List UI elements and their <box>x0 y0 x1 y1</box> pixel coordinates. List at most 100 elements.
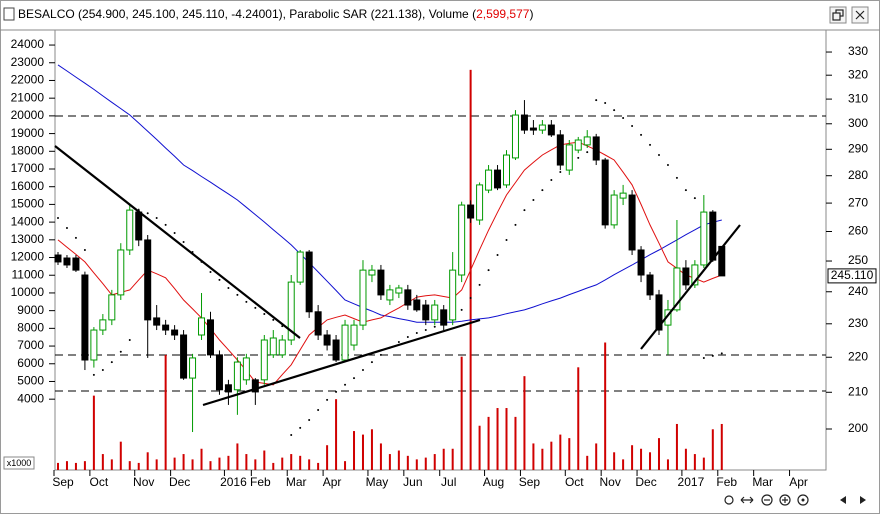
sar-dot <box>272 318 275 321</box>
title-end: ) <box>529 7 533 21</box>
candle-body <box>655 294 663 331</box>
volume-bar <box>613 452 616 470</box>
zoom-reset-glyph[interactable] <box>801 498 805 502</box>
sar-dot <box>415 332 418 335</box>
candle-body <box>341 324 349 361</box>
candle-body <box>610 194 618 226</box>
candle-body <box>377 269 385 296</box>
sar-dot <box>317 409 320 412</box>
toolbar[interactable] <box>724 494 866 506</box>
x-tick-label: Oct <box>565 475 584 489</box>
sar-dot <box>666 164 669 167</box>
scroll-left[interactable] <box>840 496 846 504</box>
reference-lines <box>55 115 826 392</box>
y-tick-label: 200 <box>848 421 868 435</box>
candle-body <box>458 204 466 276</box>
volume-bar <box>559 434 562 470</box>
zoom-out-icon[interactable] <box>761 494 773 506</box>
volume-bar <box>622 459 625 470</box>
sar-dot <box>173 231 176 234</box>
volume-bar <box>137 462 140 470</box>
candle-body <box>431 304 439 321</box>
candle-body <box>260 339 268 381</box>
restore-button[interactable] <box>829 6 847 24</box>
x-tick-label: Nov <box>133 475 154 489</box>
sar-dot <box>711 354 714 357</box>
volume-bar <box>379 443 382 470</box>
pan-icon[interactable] <box>740 496 754 504</box>
sar-dot <box>550 179 553 182</box>
scroll-right[interactable] <box>860 496 866 504</box>
x-tick-label: Oct <box>90 475 109 489</box>
volume-bar <box>666 459 669 470</box>
volume-bar <box>640 448 643 470</box>
volume-bar <box>415 459 418 470</box>
zoom-in-icon[interactable] <box>779 494 791 506</box>
y2-tick-label: 16000 <box>11 179 45 193</box>
data-layer <box>54 64 726 470</box>
x-tick-label: Apr <box>323 475 342 489</box>
candle-body <box>269 337 277 356</box>
candle-body <box>529 127 537 131</box>
volume-bar <box>684 448 687 470</box>
y2-tick-label: 9000 <box>17 303 44 317</box>
x-tick-label: Jul <box>441 475 456 489</box>
sar-dot <box>702 356 705 359</box>
y2-tick-label: 4000 <box>17 391 44 405</box>
candle-body <box>628 194 636 251</box>
sar-dot <box>559 170 562 173</box>
y2-tick-label: 19000 <box>11 126 45 140</box>
volume-bar <box>711 429 714 470</box>
volume-bar <box>397 450 400 470</box>
sar-dot <box>469 297 472 300</box>
volume-bar <box>514 416 517 470</box>
volume-bar <box>92 395 95 470</box>
candle-body <box>63 257 71 266</box>
x-tick-label: Mar <box>286 475 307 489</box>
volume-bar <box>505 408 508 470</box>
restore-glyph[interactable] <box>832 12 841 21</box>
volume-bar <box>451 448 454 470</box>
trend-line <box>54 145 301 339</box>
candle-body <box>350 324 358 346</box>
candle-body <box>467 204 475 219</box>
zoom-reset-icon[interactable] <box>797 494 809 506</box>
sar-dot <box>595 99 598 102</box>
volume-bar <box>191 459 194 470</box>
sar-dot <box>657 154 660 157</box>
sar-dot <box>631 125 634 128</box>
volume-bar <box>406 455 409 470</box>
trend-line <box>640 224 741 350</box>
volume-bar <box>532 443 535 470</box>
sar-dot <box>523 209 526 212</box>
candle-body <box>206 319 214 356</box>
x-tick-label: Nov <box>599 475 620 489</box>
sar-dot <box>57 217 59 220</box>
y-tick-label: 330 <box>848 44 868 58</box>
candle-body <box>242 357 250 381</box>
x-tick-label: Dec <box>635 475 656 489</box>
y2-tick-label: 8000 <box>17 321 44 335</box>
volume-bar <box>353 431 356 470</box>
candle-body <box>386 289 394 301</box>
close-glyph[interactable] <box>855 10 865 20</box>
volume-bar <box>586 455 589 470</box>
y-tick-label: 210 <box>848 384 868 398</box>
settings-icon[interactable] <box>724 495 734 505</box>
zoom-in-glyph[interactable] <box>782 497 788 503</box>
volume-bar <box>595 443 598 470</box>
close-button[interactable] <box>851 6 869 24</box>
sar-dot <box>245 300 248 303</box>
sar-dot <box>155 217 158 220</box>
candle-body <box>395 287 403 294</box>
y-tick-label: 290 <box>848 141 868 155</box>
volume-bar <box>119 441 122 470</box>
volume-bar <box>478 425 481 470</box>
sar-dot <box>649 143 652 146</box>
volume-bar <box>388 454 391 470</box>
sar-dot <box>541 189 544 192</box>
x-tick-label: Dec <box>169 475 190 489</box>
volume-bar <box>568 438 571 470</box>
candle-body <box>72 257 80 271</box>
